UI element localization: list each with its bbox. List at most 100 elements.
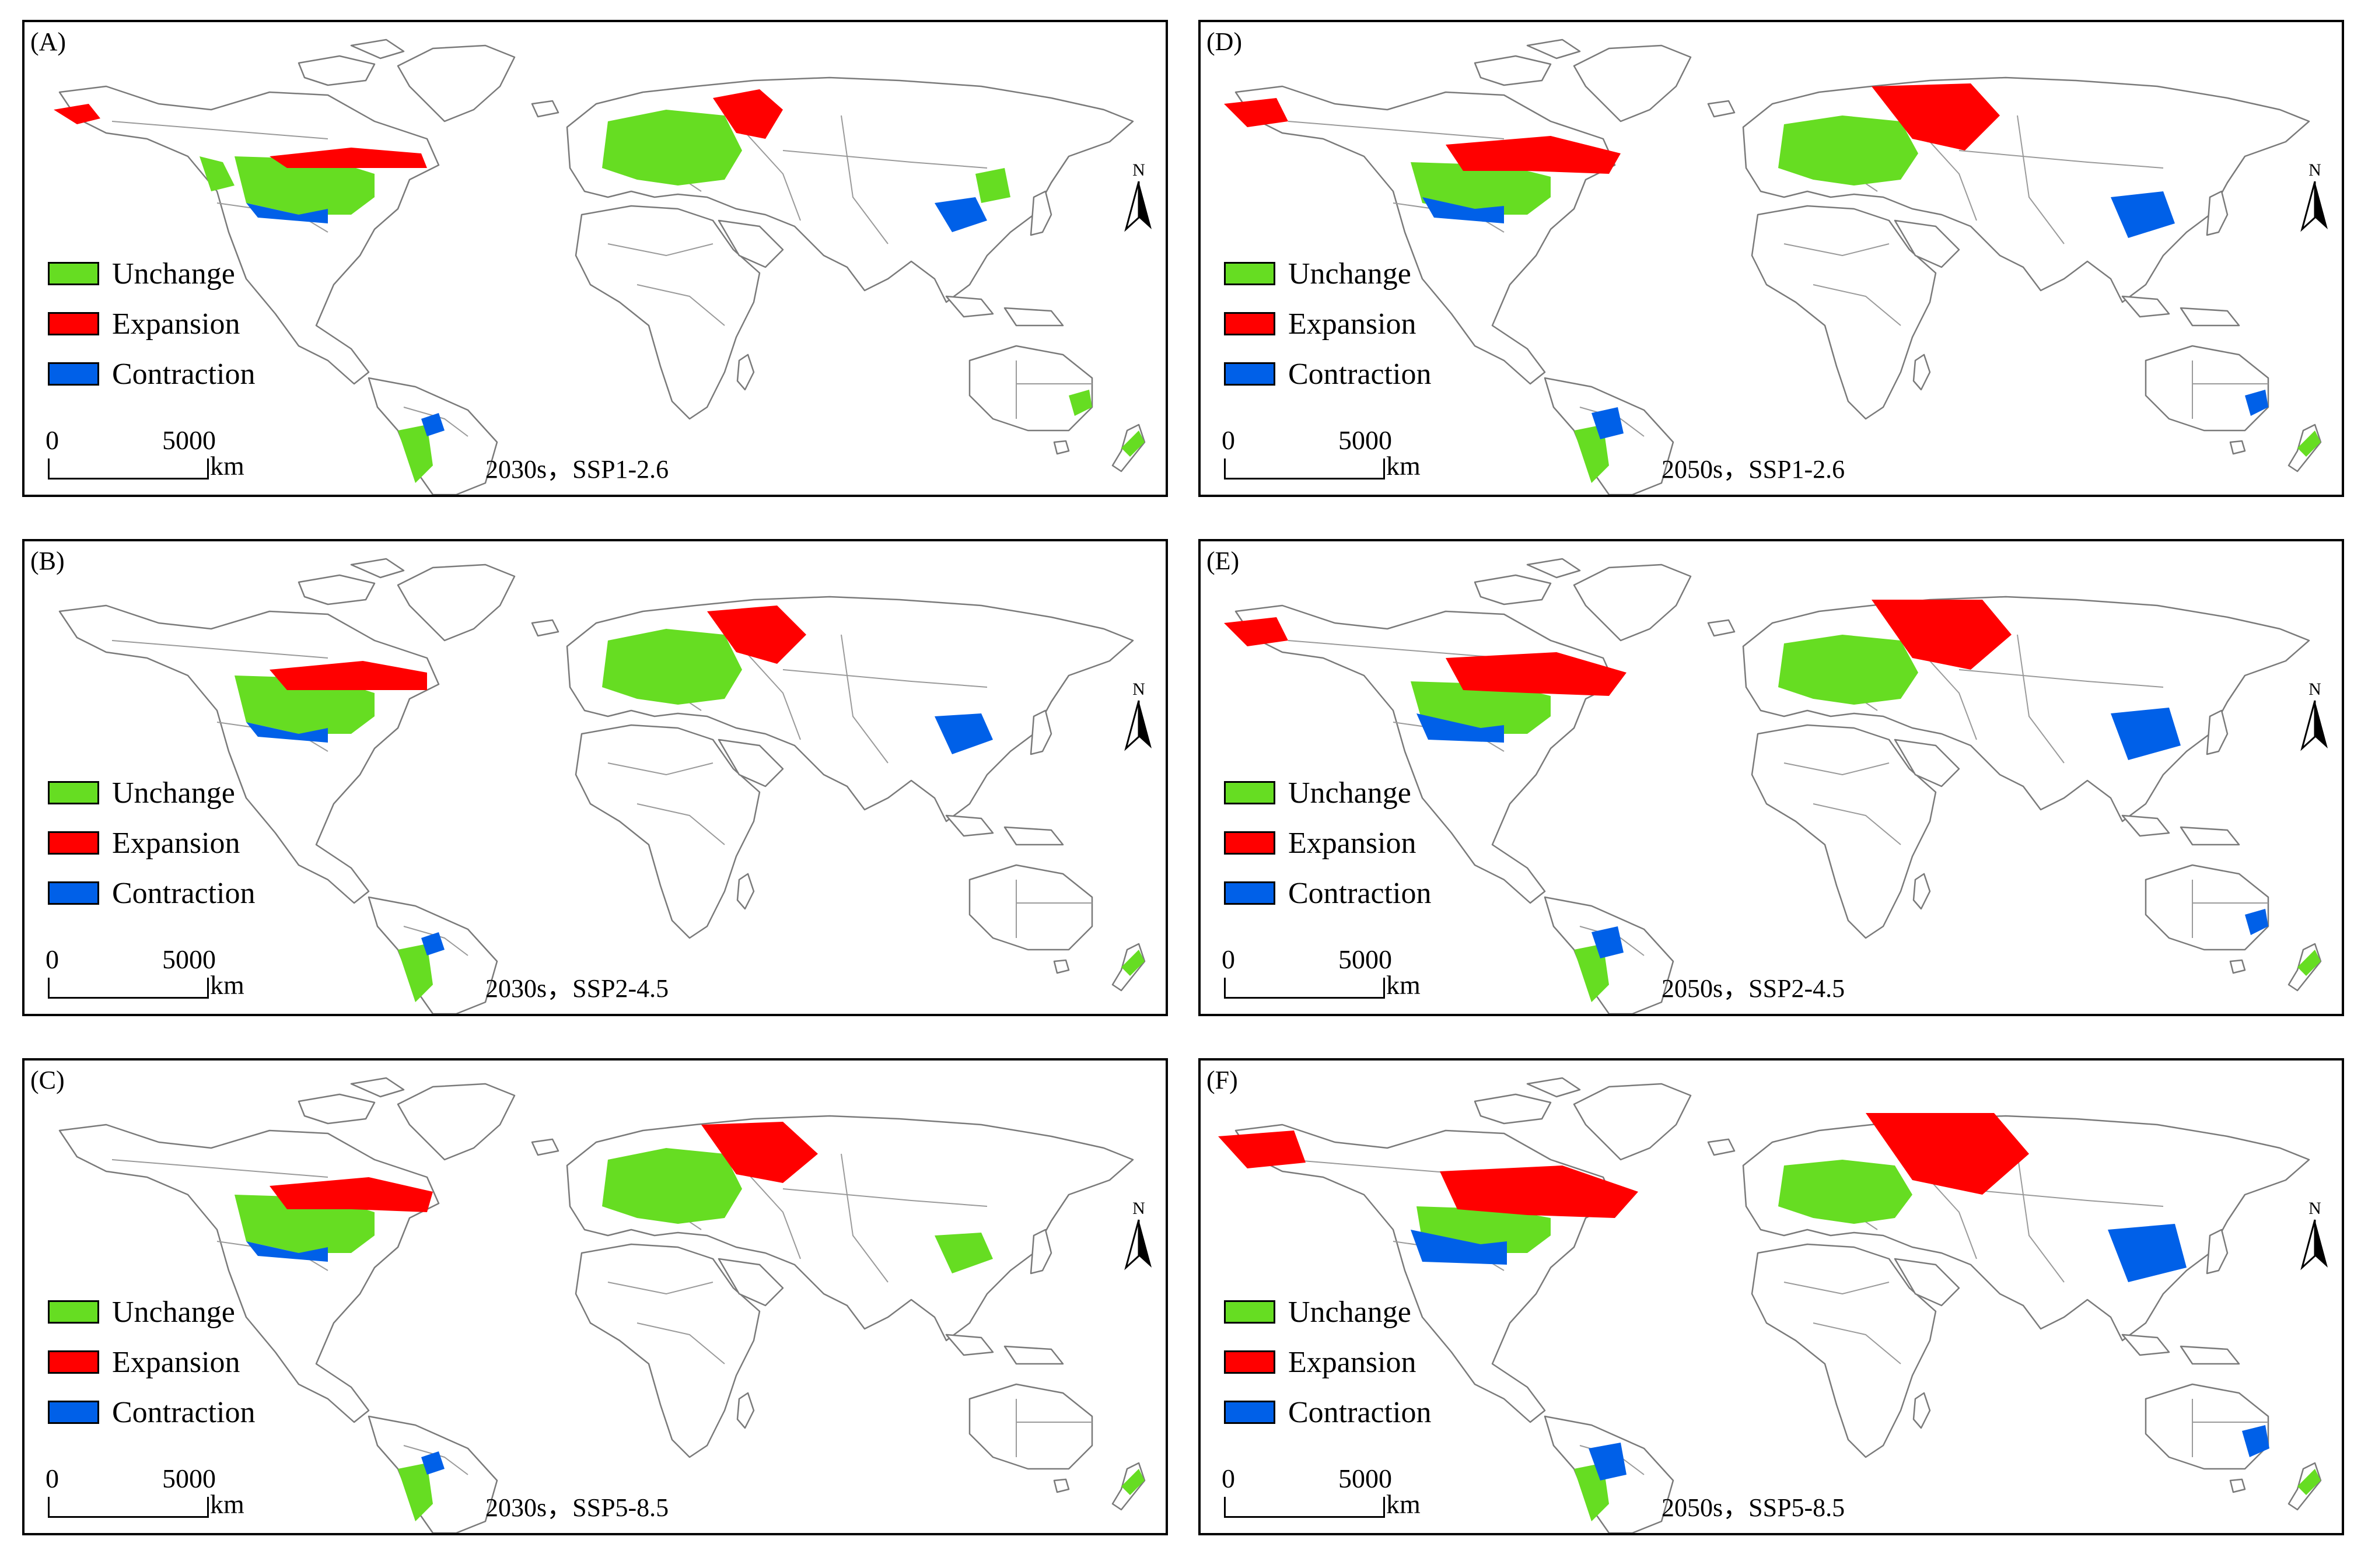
scale-value: 5000 — [1338, 425, 1392, 455]
legend: Unchange Expansion Contraction — [1224, 249, 1432, 399]
legend: Unchange Expansion Contraction — [1224, 768, 1432, 918]
north-label: N — [1132, 160, 1145, 180]
scale-bar: 0 5000 km — [1222, 944, 1455, 1008]
north-arrow-icon: N — [1124, 680, 1152, 751]
map-panel-e: (E) Unchange Expansion Contraction 0 500… — [1198, 539, 2344, 1016]
scale-zero: 0 — [1222, 944, 1235, 974]
unchange-swatch — [1224, 781, 1275, 804]
contraction-swatch — [48, 1401, 99, 1424]
unchange-swatch — [48, 781, 99, 804]
scale-line — [1224, 1497, 1385, 1518]
legend-label-contraction: Contraction — [1288, 876, 1432, 910]
scale-line — [48, 978, 209, 999]
expansion-swatch — [48, 1350, 99, 1374]
scale-value: 5000 — [162, 944, 216, 974]
scenario-caption: 2030s，SSP5-8.5 — [485, 1493, 669, 1522]
panel-label: (B) — [30, 547, 65, 575]
legend-item-expansion: Expansion — [48, 1337, 256, 1387]
scale-line — [1224, 459, 1385, 480]
legend-item-unchange: Unchange — [48, 249, 256, 299]
north-label: N — [1132, 680, 1145, 699]
scale-zero: 0 — [46, 944, 59, 974]
north-arrow-icon: N — [2300, 160, 2328, 232]
legend-label-expansion: Expansion — [112, 307, 240, 341]
contraction-swatch — [48, 881, 99, 905]
legend-label-expansion: Expansion — [1288, 1345, 1416, 1379]
legend-label-expansion: Expansion — [1288, 826, 1416, 860]
expansion-swatch — [1224, 1350, 1275, 1374]
scale-bar: 0 5000 km — [1222, 425, 1455, 489]
scenario-caption: 2030s，SSP2-4.5 — [485, 974, 669, 1003]
map-panel-b: (B) Unchange Expansion Contraction 0 500… — [22, 539, 1168, 1016]
legend-label-contraction: Contraction — [112, 357, 256, 391]
contraction-swatch — [1224, 362, 1275, 386]
panel-label: (C) — [30, 1066, 65, 1094]
scale-zero: 0 — [46, 1464, 59, 1493]
legend-item-contraction: Contraction — [48, 1387, 256, 1437]
scale-value: 5000 — [1338, 944, 1392, 974]
north-label: N — [2308, 1199, 2321, 1218]
legend-label-unchange: Unchange — [1288, 776, 1411, 810]
north-arrow-icon: N — [2300, 1199, 2328, 1270]
north-label: N — [2308, 680, 2321, 699]
unchange-swatch — [1224, 262, 1275, 285]
legend-label-unchange: Unchange — [112, 776, 235, 810]
legend-label-contraction: Contraction — [1288, 357, 1432, 391]
scale-unit: km — [210, 1489, 244, 1519]
scale-unit: km — [210, 451, 244, 481]
scale-value: 5000 — [1338, 1464, 1392, 1493]
legend-item-contraction: Contraction — [1224, 349, 1432, 399]
legend-item-unchange: Unchange — [48, 768, 256, 818]
legend: Unchange Expansion Contraction — [48, 768, 256, 918]
scale-bar: 0 5000 km — [1222, 1463, 1455, 1527]
map-panel-d: (D) Unchange Expansion Contraction 0 500… — [1198, 20, 2344, 497]
legend-label-contraction: Contraction — [112, 1395, 256, 1429]
legend: Unchange Expansion Contraction — [48, 1287, 256, 1437]
panel-label: (D) — [1206, 27, 1243, 56]
scale-unit: km — [1386, 451, 1421, 481]
scale-unit: km — [210, 970, 244, 1000]
north-label: N — [1132, 1199, 1145, 1218]
legend-item-expansion: Expansion — [1224, 818, 1432, 868]
scale-zero: 0 — [46, 425, 59, 455]
scale-line — [48, 1497, 209, 1518]
legend: Unchange Expansion Contraction — [48, 249, 256, 399]
panel-label: (E) — [1206, 547, 1240, 575]
scale-zero: 0 — [1222, 425, 1235, 455]
legend-label-contraction: Contraction — [112, 876, 256, 910]
contraction-swatch — [48, 362, 99, 386]
scale-bar: 0 5000 km — [46, 944, 279, 1008]
scale-bar: 0 5000 km — [46, 425, 279, 489]
legend: Unchange Expansion Contraction — [1224, 1287, 1432, 1437]
unchange-swatch — [48, 262, 99, 285]
scale-line — [1224, 978, 1385, 999]
scale-line — [48, 459, 209, 480]
legend-item-contraction: Contraction — [48, 868, 256, 918]
legend-item-unchange: Unchange — [1224, 249, 1432, 299]
legend-item-unchange: Unchange — [48, 1287, 256, 1337]
legend-item-unchange: Unchange — [1224, 1287, 1432, 1337]
unchange-swatch — [1224, 1300, 1275, 1324]
legend-item-expansion: Expansion — [48, 299, 256, 349]
legend-label-expansion: Expansion — [112, 1345, 240, 1379]
map-panel-f: (F) Unchange Expansion Contraction 0 500… — [1198, 1058, 2344, 1535]
legend-label-contraction: Contraction — [1288, 1395, 1432, 1429]
panel-label: (A) — [30, 27, 67, 56]
north-label: N — [2308, 160, 2321, 180]
scenario-caption: 2050s，SSP1-2.6 — [1662, 455, 1845, 484]
scale-bar: 0 5000 km — [46, 1463, 279, 1527]
legend-label-unchange: Unchange — [112, 1295, 235, 1329]
scale-unit: km — [1386, 970, 1421, 1000]
legend-item-expansion: Expansion — [1224, 299, 1432, 349]
north-arrow-icon: N — [2300, 680, 2328, 751]
legend-label-expansion: Expansion — [1288, 307, 1416, 341]
north-arrow-icon: N — [1124, 160, 1152, 232]
panel-label: (F) — [1206, 1066, 1238, 1094]
unchange-swatch — [48, 1300, 99, 1324]
legend-label-unchange: Unchange — [112, 257, 235, 290]
scenario-caption: 2030s，SSP1-2.6 — [485, 455, 669, 484]
scale-unit: km — [1386, 1489, 1421, 1519]
scenario-caption: 2050s，SSP2-4.5 — [1662, 974, 1845, 1003]
map-panel-a: (A) Unchange Expansion Contraction 0 500… — [22, 20, 1168, 497]
